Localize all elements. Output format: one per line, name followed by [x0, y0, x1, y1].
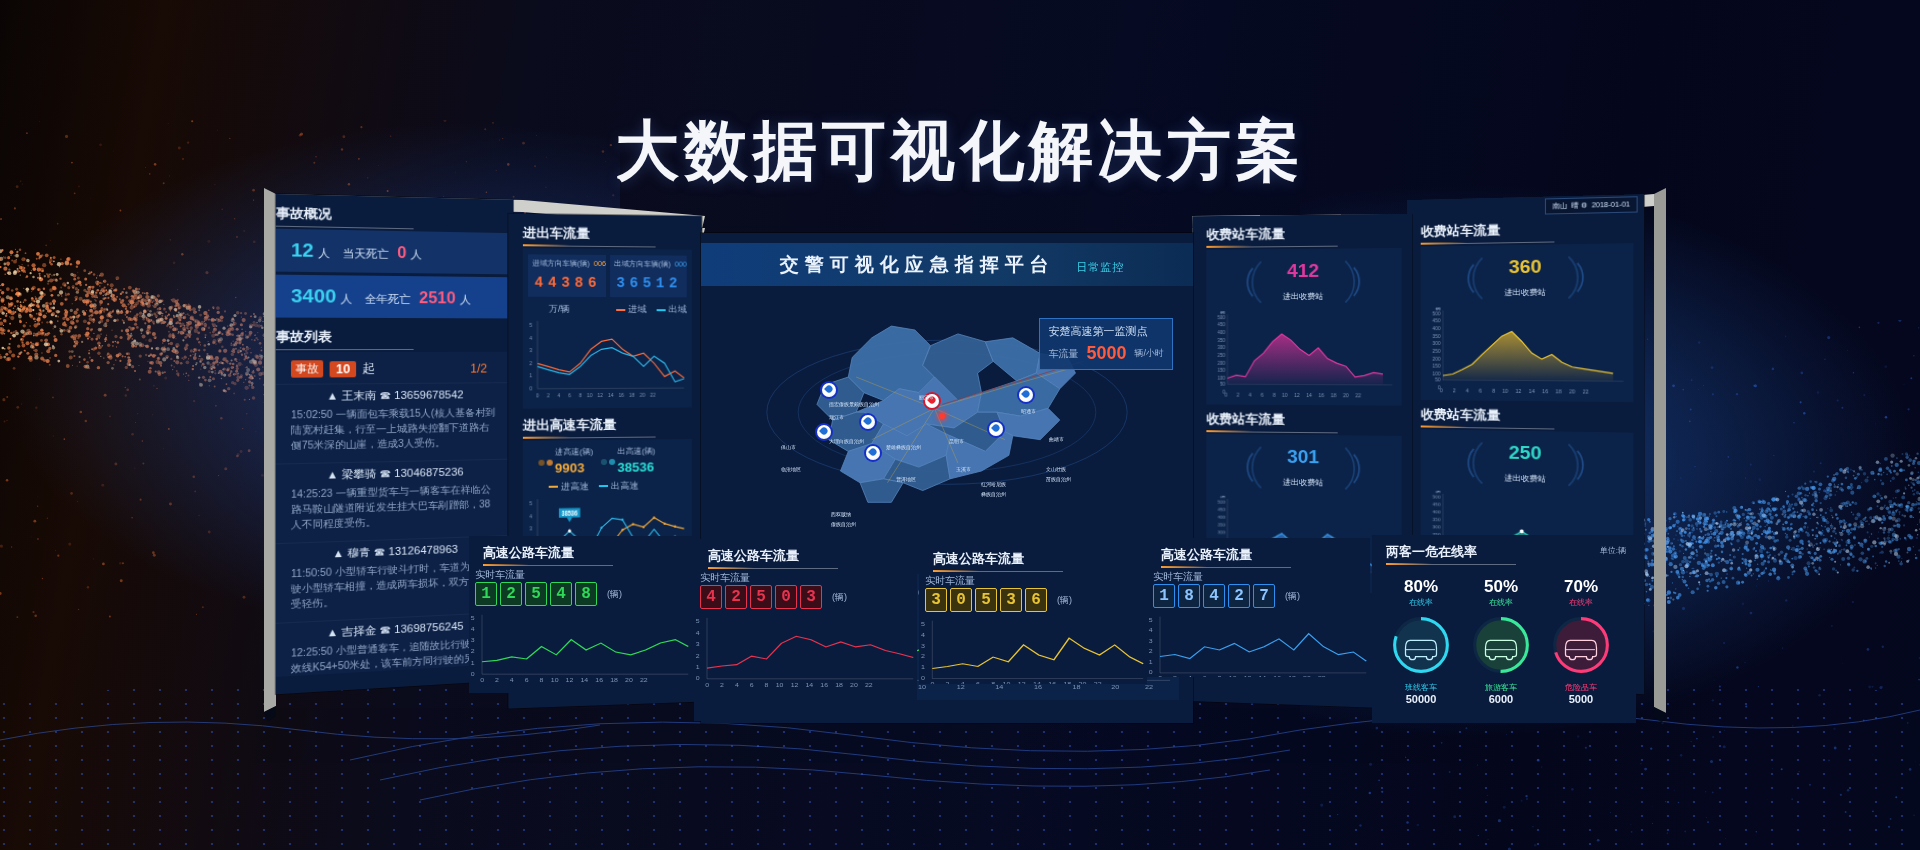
svg-text:6: 6 [750, 681, 754, 687]
svg-text:6: 6 [1203, 676, 1208, 677]
svg-text:5: 5 [696, 618, 700, 624]
svg-text:20: 20 [1303, 676, 1311, 677]
svg-text:1: 1 [696, 664, 700, 670]
svg-text:0: 0 [1158, 676, 1163, 677]
svg-text:3: 3 [921, 643, 926, 649]
svg-text:20: 20 [850, 681, 858, 687]
svg-text:22: 22 [1094, 681, 1103, 684]
svg-text:8: 8 [765, 681, 769, 687]
svg-text:2: 2 [720, 681, 724, 687]
svg-text:1: 1 [471, 659, 476, 665]
svg-text:4: 4 [696, 630, 700, 636]
svg-text:10: 10 [776, 681, 784, 687]
svg-text:0: 0 [1149, 670, 1154, 675]
svg-text:16: 16 [1048, 681, 1057, 684]
svg-text:2: 2 [696, 652, 700, 658]
svg-text:12: 12 [1018, 681, 1027, 684]
svg-text:0: 0 [930, 681, 935, 684]
svg-text:2: 2 [471, 648, 476, 654]
svg-text:22: 22 [865, 681, 873, 687]
svg-text:3: 3 [1149, 639, 1154, 644]
svg-text:2: 2 [495, 677, 500, 683]
svg-text:3: 3 [471, 637, 476, 643]
svg-text:0: 0 [696, 675, 700, 681]
svg-text:2: 2 [1173, 676, 1178, 677]
svg-text:10: 10 [551, 677, 559, 683]
svg-text:20: 20 [1079, 681, 1088, 684]
svg-text:3: 3 [696, 641, 700, 647]
svg-text:6: 6 [976, 681, 981, 684]
svg-text:5: 5 [1149, 618, 1154, 623]
svg-text:14: 14 [581, 677, 589, 683]
svg-text:0: 0 [705, 681, 709, 687]
svg-text:14: 14 [1033, 681, 1042, 684]
svg-text:18: 18 [610, 677, 618, 683]
svg-text:4: 4 [921, 632, 926, 638]
svg-text:18: 18 [1288, 676, 1296, 677]
svg-text:4: 4 [471, 626, 476, 632]
svg-text:6: 6 [525, 677, 530, 683]
svg-text:5: 5 [471, 615, 476, 621]
svg-text:12: 12 [566, 677, 574, 683]
svg-text:18: 18 [835, 681, 843, 687]
svg-text:16: 16 [1273, 676, 1281, 677]
svg-text:14: 14 [806, 681, 814, 687]
svg-text:4: 4 [510, 677, 515, 683]
svg-text:8: 8 [1218, 676, 1223, 677]
svg-text:20: 20 [625, 677, 633, 683]
svg-text:8: 8 [540, 677, 545, 683]
svg-text:22: 22 [640, 677, 648, 683]
svg-text:10: 10 [1229, 676, 1237, 677]
svg-text:0: 0 [921, 675, 926, 681]
svg-text:2: 2 [946, 681, 951, 684]
svg-text:2: 2 [921, 653, 926, 659]
svg-text:4: 4 [1149, 628, 1154, 633]
svg-text:1: 1 [1149, 660, 1154, 665]
svg-text:5: 5 [921, 621, 926, 627]
svg-text:2: 2 [1149, 649, 1154, 654]
svg-text:12: 12 [791, 681, 799, 687]
svg-text:12: 12 [1244, 676, 1252, 677]
svg-text:4: 4 [1188, 676, 1193, 677]
svg-text:0: 0 [471, 671, 476, 677]
svg-text:10: 10 [1003, 681, 1012, 684]
svg-text:16: 16 [595, 677, 603, 683]
svg-text:22: 22 [1318, 676, 1326, 677]
svg-text:14: 14 [1259, 676, 1267, 677]
svg-text:4: 4 [961, 681, 966, 684]
svg-text:1: 1 [921, 664, 926, 670]
svg-text:4: 4 [735, 681, 739, 687]
svg-text:0: 0 [480, 677, 485, 683]
svg-text:16: 16 [820, 681, 828, 687]
svg-text:18: 18 [1063, 681, 1072, 684]
svg-text:8: 8 [991, 681, 996, 684]
